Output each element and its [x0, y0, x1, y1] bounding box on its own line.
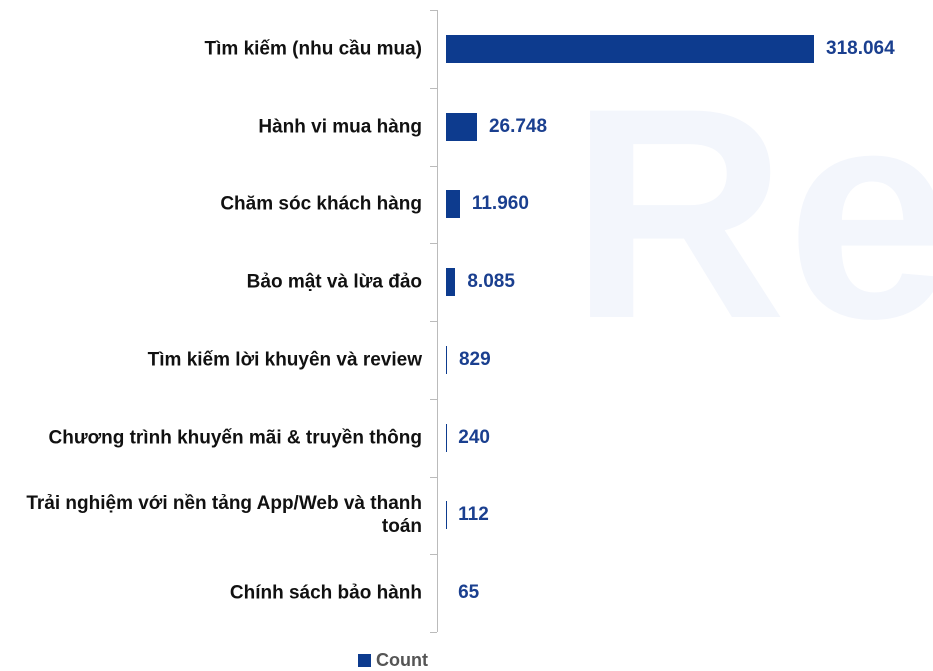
data-label: 240 [458, 426, 490, 448]
tick-mark [430, 398, 437, 400]
data-label: 318.064 [826, 37, 895, 59]
tick-mark [430, 10, 437, 11]
bar [446, 190, 460, 219]
category-label: Chăm sóc khách hàng [220, 193, 422, 215]
bar [446, 268, 456, 297]
bar [446, 345, 447, 374]
category-axis [437, 10, 438, 632]
data-label: 112 [458, 504, 489, 526]
watermark: Rep [570, 45, 933, 381]
bar [446, 112, 477, 141]
tick-mark [430, 165, 437, 167]
legend-swatch [358, 654, 371, 667]
tick-mark [430, 476, 437, 478]
data-label: 8.085 [467, 271, 515, 293]
data-label: 11.960 [471, 193, 529, 215]
category-label: Hành vi mua hàng [258, 116, 422, 138]
data-label: 65 [458, 582, 480, 604]
legend-label: Count [376, 650, 428, 670]
tick-mark [430, 243, 437, 245]
category-label: Bảo mật và lừa đảo [246, 271, 422, 293]
category-label: Tìm kiếm (nhu cầu mua) [204, 38, 422, 60]
tick-mark [430, 321, 437, 322]
legend: Count [358, 650, 428, 671]
category-label: Trải nghiệm với nền tảng App/Web và than… [26, 493, 422, 538]
category-label: Chương trình khuyến mãi & truyền thông [48, 427, 423, 449]
data-label: 26.748 [488, 115, 548, 137]
tick-mark [430, 87, 437, 89]
bar [446, 34, 814, 63]
data-label: 829 [458, 348, 491, 370]
tick-mark [430, 554, 437, 556]
category-label: Tìm kiếm lời khuyên và review [147, 349, 422, 371]
category-label: Chính sách bảo hành [229, 582, 422, 604]
tick-mark [430, 632, 437, 633]
